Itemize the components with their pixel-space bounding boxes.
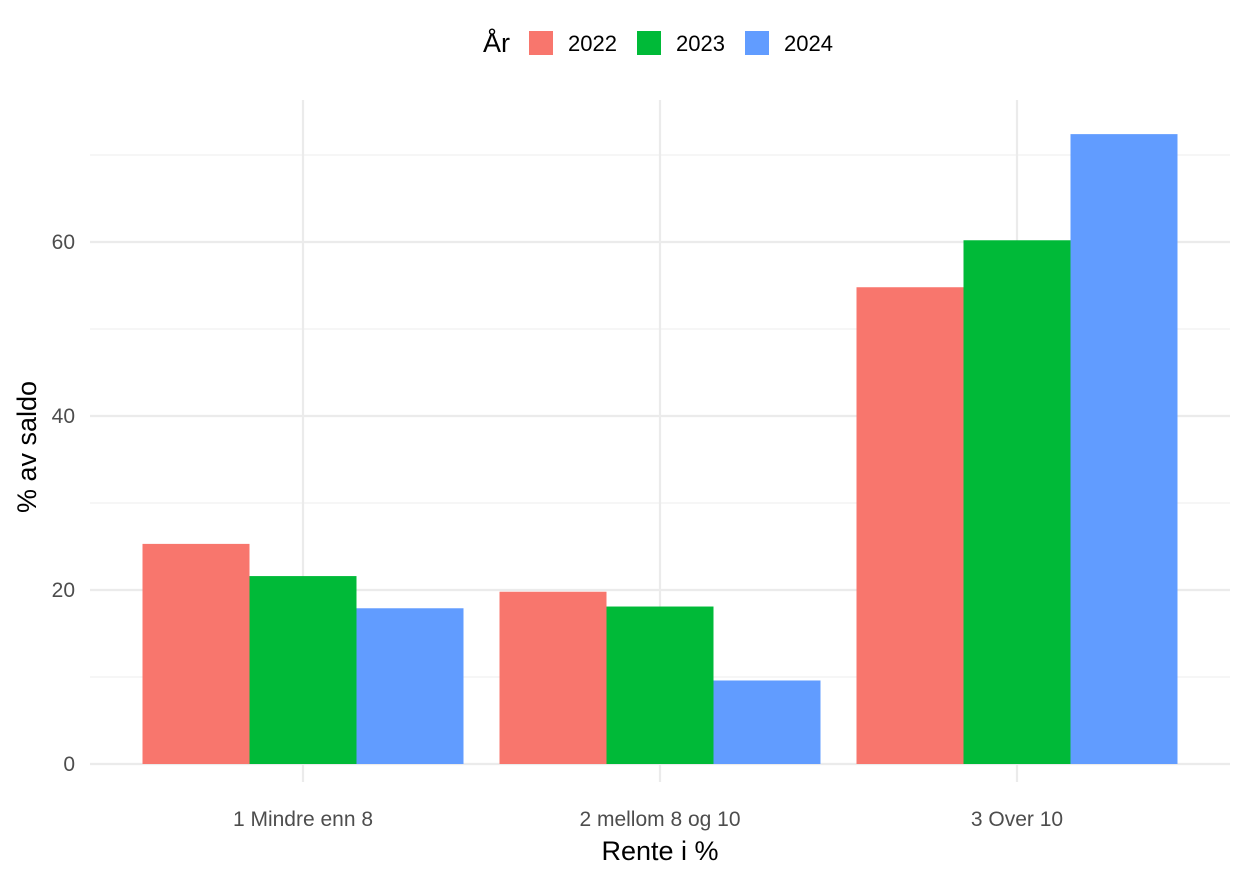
y-axis-title: % av saldo bbox=[12, 381, 42, 513]
bar bbox=[713, 680, 821, 764]
x-tick-label: 2 mellom 8 og 10 bbox=[579, 808, 740, 831]
y-tick-label: 60 bbox=[52, 231, 75, 254]
legend-title: År bbox=[483, 27, 510, 58]
legend-swatch bbox=[745, 31, 769, 55]
legend-swatch bbox=[529, 31, 553, 55]
bar bbox=[499, 591, 607, 764]
legend-label: 2023 bbox=[676, 31, 725, 56]
y-tick-label: 20 bbox=[52, 579, 75, 602]
legend-swatch bbox=[637, 31, 661, 55]
bar bbox=[606, 606, 714, 764]
y-tick-label: 40 bbox=[52, 405, 75, 428]
legend-label: 2024 bbox=[784, 31, 833, 56]
bars bbox=[142, 134, 1178, 764]
bar bbox=[856, 287, 964, 764]
bar bbox=[142, 543, 250, 764]
bar bbox=[963, 240, 1071, 764]
legend: År 2022 2023 2024 bbox=[483, 27, 833, 58]
x-tick-label: 3 Over 10 bbox=[971, 808, 1063, 831]
legend-label: 2022 bbox=[568, 31, 617, 56]
y-tick-label: 0 bbox=[63, 753, 75, 776]
y-tick-labels: 0 20 40 60 bbox=[52, 231, 75, 776]
x-tick-label: 1 Mindre enn 8 bbox=[233, 808, 373, 831]
bar bbox=[1070, 134, 1178, 764]
bar bbox=[356, 608, 464, 764]
bar bbox=[249, 576, 357, 764]
x-tick-labels: 1 Mindre enn 8 2 mellom 8 og 10 3 Over 10 bbox=[233, 808, 1063, 831]
x-axis-title: Rente i % bbox=[601, 836, 718, 866]
